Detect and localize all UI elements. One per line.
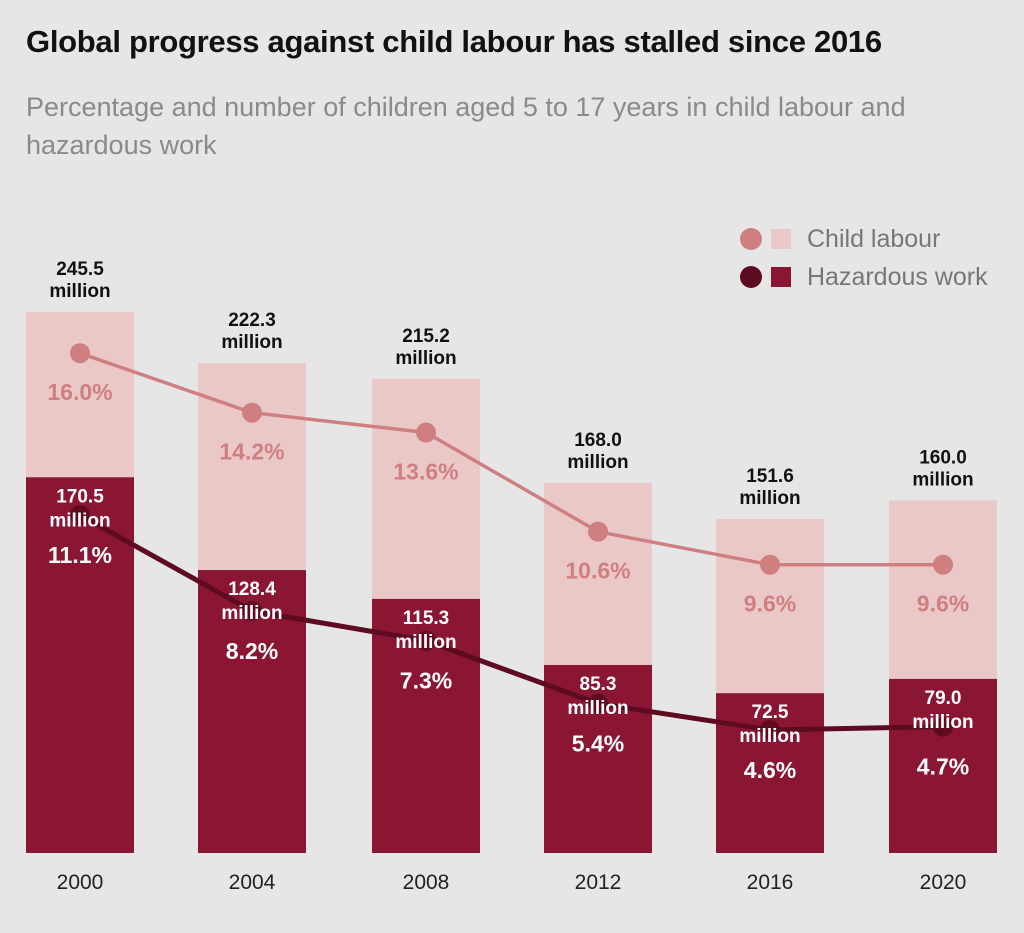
hazardous-work-point-2000 — [70, 505, 90, 526]
hazardous-work-percent-label-2012: 5.4% — [572, 731, 624, 757]
chart-title: Global progress against child labour has… — [26, 24, 882, 59]
legend: Child labour Hazardous work — [740, 220, 988, 296]
child-labour-unit-label-2008: million — [395, 348, 456, 369]
hazardous-work-point-2004 — [242, 600, 262, 621]
hazardous-work-unit-label-2016: million — [739, 726, 800, 747]
x-axis-label-2004: 2004 — [229, 871, 276, 894]
hazardous-work-value-label-2000: 170.5 — [56, 486, 104, 507]
child-labour-unit-label-2020: million — [912, 469, 973, 490]
hazardous-work-point-2012 — [588, 693, 608, 714]
hazardous-work-bar-2000 — [26, 477, 134, 853]
child-labour-unit-label-2000: million — [49, 281, 110, 302]
hazardous-work-dot-swatch — [740, 266, 762, 288]
hazardous-work-percent-label-2020: 4.7% — [917, 754, 969, 780]
child-labour-point-2020 — [933, 554, 953, 575]
hazardous-work-value-label-2008: 115.3 — [403, 608, 450, 629]
child-labour-percent-label-2004: 14.2% — [219, 439, 284, 465]
chart-subtitle: Percentage and number of children aged 5… — [26, 92, 906, 160]
child-labour-value-label-2020: 160.0 — [919, 447, 967, 468]
child-labour-unit-label-2016: million — [739, 488, 800, 509]
x-axis-label-2012: 2012 — [575, 871, 622, 894]
child-labour-square-swatch — [771, 229, 791, 249]
child-labour-value-label-2012: 168.0 — [574, 430, 622, 451]
child-labour-value-label-2004: 222.3 — [228, 310, 276, 331]
child-labour-unit-label-2004: million — [221, 332, 282, 353]
hazardous-work-line — [78, 512, 944, 733]
hazardous-work-bar-2016 — [716, 693, 824, 853]
child-labour-point-2008 — [416, 422, 436, 443]
hazardous-work-percent-label-2000: 11.1% — [48, 542, 112, 568]
hazardous-work-value-label-2020: 79.0 — [925, 688, 962, 709]
child-labour-percent-label-2016: 9.6% — [744, 591, 796, 617]
hazardous-work-unit-label-2020: million — [912, 712, 973, 733]
child-labour-percent-label-2008: 13.6% — [393, 459, 458, 485]
hazardous-work-percent-label-2016: 4.6% — [744, 757, 796, 783]
hazardous-work-unit-label-2012: million — [567, 698, 628, 719]
x-axis-label-2000: 2000 — [57, 871, 104, 894]
hazardous-work-unit-label-2004: million — [221, 603, 282, 624]
x-axis-label-2016: 2016 — [747, 871, 794, 894]
hazardous-work-point-2020 — [933, 716, 953, 737]
legend-label-child-labour: Child labour — [807, 224, 941, 253]
child-labour-value-label-2000: 245.5 — [56, 259, 104, 280]
x-axis-label-2020: 2020 — [920, 871, 967, 894]
legend-item-child-labour: Child labour — [740, 220, 988, 258]
child-labour-unit-label-2012: million — [567, 452, 628, 473]
legend-label-hazardous-work: Hazardous work — [807, 262, 988, 291]
hazardous-work-point-2008 — [416, 630, 436, 651]
child-labour-percent-label-2020: 9.6% — [917, 591, 969, 617]
hazardous-work-value-label-2016: 72.5 — [752, 702, 789, 723]
child-labour-line — [79, 351, 943, 567]
child-labour-point-2000 — [70, 343, 90, 364]
hazardous-work-percent-label-2004: 8.2% — [226, 638, 278, 664]
child-labour-value-label-2008: 215.2 — [402, 326, 450, 347]
hazardous-work-bar-2020 — [889, 678, 997, 853]
hazardous-work-value-label-2004: 128.4 — [228, 579, 276, 600]
hazardous-work-unit-label-2008: million — [395, 632, 456, 653]
child-labour-point-2016 — [760, 554, 780, 575]
hazardous-work-point-2016 — [760, 719, 780, 740]
legend-item-hazardous-work: Hazardous work — [740, 258, 988, 296]
child-labour-percent-label-2012: 10.6% — [565, 558, 630, 584]
child-labour-dot-swatch — [740, 228, 762, 250]
x-axis-label-2008: 2008 — [403, 871, 450, 894]
child-labour-point-2012 — [588, 521, 608, 542]
child-labour-value-label-2016: 151.6 — [746, 466, 794, 487]
child-labour-point-2004 — [242, 402, 262, 423]
hazardous-work-value-label-2012: 85.3 — [580, 674, 617, 695]
child-labour-percent-label-2000: 16.0% — [47, 379, 112, 405]
hazardous-work-square-swatch — [771, 267, 791, 287]
hazardous-work-unit-label-2000: million — [49, 510, 110, 531]
hazardous-work-percent-label-2008: 7.3% — [400, 668, 452, 694]
